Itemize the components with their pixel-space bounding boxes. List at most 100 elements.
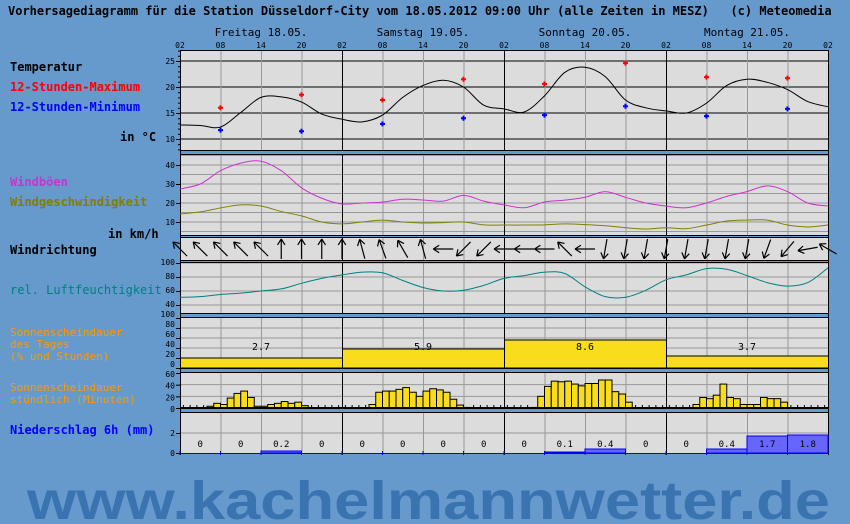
sun-hourly-tick-label: 60 (165, 370, 175, 379)
wind-direction-arrow (557, 241, 573, 257)
wind-direction-arrow (172, 241, 188, 257)
hour-tick-label: 08 (540, 41, 550, 50)
gusts-line (179, 160, 829, 209)
label-sun-daily-3: (% und Stunden) (10, 350, 110, 363)
label-wind-direction: Windrichtung (10, 243, 97, 257)
wind-direction-arrow (681, 239, 690, 260)
precip-tick-label: 0 (170, 449, 175, 458)
max-temp-marker (299, 92, 304, 98)
temp-tick-label: 25 (165, 57, 175, 66)
wind-direction-arrow (317, 238, 327, 259)
sun-hourly-tick-label: 40 (165, 382, 175, 391)
label-min: 12-Stunden-Minimum (10, 100, 141, 114)
sun-hourly-bar (706, 398, 714, 409)
hour-tick-label: 20 (297, 41, 307, 50)
hour-tick-label: 08 (216, 41, 226, 50)
sun-hourly-bar (375, 391, 383, 409)
sun-hourly-bar (449, 398, 458, 409)
watermark: www.kachelmannwetter.de (26, 471, 830, 524)
hour-tick-label: 14 (418, 41, 428, 50)
panel-separator (180, 150, 828, 155)
sun-hourly-bar (442, 391, 451, 409)
hour-tick-label: 20 (621, 41, 631, 50)
precip-label: 1.8 (800, 440, 816, 450)
wind-direction-arrow (818, 243, 837, 255)
precip-label: 0 (522, 440, 527, 450)
wind-direction-arrow (742, 239, 751, 260)
day-label: Freitag 18.05. (215, 26, 308, 39)
panel-separator (180, 260, 828, 263)
sun-hourly-bar (436, 389, 444, 409)
humidity-tick-label: 80 (165, 272, 175, 281)
max-temp-marker (461, 76, 466, 82)
hour-tick-label: 14 (742, 41, 752, 50)
panel-separator (180, 368, 828, 373)
sun-daily-label: 2.7 (252, 342, 270, 353)
min-temp-marker (542, 112, 547, 118)
sun-hourly-bar (611, 391, 620, 409)
temp-tick-label: 15 (165, 109, 175, 118)
wind-direction-arrow (797, 245, 818, 254)
wind-direction-arrow (356, 238, 366, 259)
precip-label: 0.4 (719, 440, 735, 450)
sun-hourly-bar (712, 394, 721, 409)
hour-tick-label: 02 (823, 41, 833, 50)
sun-hourly-bar (760, 397, 768, 409)
sun-hourly-bar (766, 398, 775, 409)
sun-hourly-bar (429, 388, 437, 409)
wind-direction-arrow (493, 244, 514, 254)
wind-direction-arrow (192, 241, 208, 257)
sun-hourly-bar (564, 380, 572, 409)
sun-hourly-bar (604, 379, 613, 409)
precip-label: 0.2 (273, 440, 289, 450)
precip-label: 0 (198, 440, 203, 450)
temp-tick-label: 20 (165, 83, 175, 92)
sun-hourly-bar (699, 397, 707, 409)
wind-speed-line (179, 204, 829, 230)
humidity-tick-label: 40 (165, 300, 175, 309)
sun-daily-tick-label: 0 (170, 360, 175, 369)
wind-direction-arrow (376, 239, 387, 259)
precip-label: 0 (481, 440, 486, 450)
wind-direction-arrow (297, 238, 306, 259)
sun-hourly-bar (773, 398, 782, 409)
wind-direction-arrow (574, 244, 595, 254)
wind-direction-arrow (761, 239, 772, 259)
sun-hourly-bar (618, 393, 626, 409)
wind-direction-arrow (212, 241, 228, 257)
sun-hourly-bar (422, 390, 431, 409)
label-sun-hourly-2: stündlich (Minuten) (10, 393, 136, 406)
sun-hourly-bar (733, 398, 741, 409)
sun-hourly-bar (726, 397, 734, 409)
max-temp-marker (542, 81, 547, 87)
sun-daily-tick-label: 40 (165, 340, 175, 349)
wind-direction-arrow (721, 239, 731, 260)
precip-label: 0.1 (557, 440, 573, 450)
precip-bar (260, 450, 302, 454)
max-temp-marker (785, 75, 790, 81)
sun-hourly-bar (382, 390, 390, 409)
humidity-line (179, 267, 829, 299)
wind-direction-arrow (276, 238, 286, 259)
min-temp-marker (785, 106, 790, 112)
min-temp-marker (623, 103, 628, 109)
day-label: Samstag 19.05. (377, 26, 470, 39)
precip-label: 0 (684, 440, 689, 450)
sun-daily-label: 3.7 (738, 342, 756, 353)
sun-daily-label: 5.9 (414, 342, 432, 353)
sun-hourly-tick-label: 20 (165, 393, 175, 402)
sun-hourly-bar (584, 383, 593, 409)
sun-daily-label: 8.6 (576, 342, 594, 353)
sun-daily-bar (180, 357, 343, 369)
sun-hourly-bar (233, 392, 242, 409)
label-sun-hourly-1: Sonnenscheindauer (10, 381, 123, 394)
temperature-line (179, 66, 829, 129)
sun-hourly-bar (577, 385, 586, 409)
panel-separator (180, 235, 828, 238)
sun-daily-bar (504, 339, 667, 369)
wind-tick-label: 10 (165, 218, 175, 227)
wind-direction-arrow (661, 239, 670, 260)
wind-direction-arrow (620, 239, 629, 260)
wind-tick-label: 30 (165, 180, 175, 189)
sun-hourly-bar (395, 388, 404, 409)
